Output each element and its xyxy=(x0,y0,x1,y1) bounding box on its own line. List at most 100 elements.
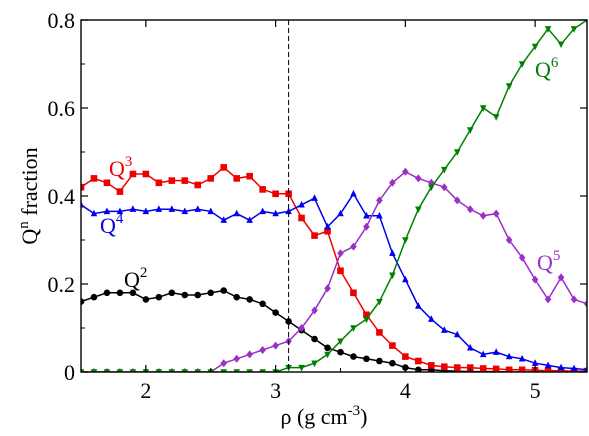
data-point-q2 xyxy=(363,355,370,363)
data-point-q6 xyxy=(363,316,370,324)
series-line-q6 xyxy=(81,20,587,372)
data-point-q4 xyxy=(298,200,305,208)
data-point-q2 xyxy=(81,298,85,305)
data-point-q2 xyxy=(285,318,292,325)
data-point-q4 xyxy=(116,207,124,215)
data-point-q5 xyxy=(246,350,253,359)
data-point-q6 xyxy=(453,149,461,156)
data-point-q4 xyxy=(518,354,526,362)
series-q6 xyxy=(81,20,587,372)
series-label-q3: Q3 xyxy=(109,154,132,181)
data-point-q3 xyxy=(194,181,202,189)
data-point-q2 xyxy=(155,293,163,301)
y-tick-label: 0 xyxy=(64,360,75,385)
data-point-q3 xyxy=(116,188,124,195)
data-point-q5 xyxy=(389,178,396,187)
data-point-q4 xyxy=(337,209,344,217)
data-point-q4 xyxy=(415,302,422,309)
series-label-q6: Q6 xyxy=(535,55,559,82)
data-point-q6 xyxy=(402,237,409,244)
data-point-q4 xyxy=(350,189,357,197)
data-point-q3 xyxy=(90,175,98,182)
data-point-q2 xyxy=(116,289,124,297)
data-point-q5 xyxy=(233,354,240,363)
x-tick-label: 4 xyxy=(400,378,411,403)
data-point-q4 xyxy=(544,361,552,369)
data-point-q4 xyxy=(389,249,396,256)
data-point-q6 xyxy=(415,206,422,214)
data-point-q2 xyxy=(142,296,150,303)
data-point-q3 xyxy=(259,186,266,193)
data-point-q4 xyxy=(207,207,215,215)
data-point-q3 xyxy=(311,232,318,239)
data-point-q6 xyxy=(492,114,500,121)
data-point-q3 xyxy=(181,177,189,184)
data-point-q4 xyxy=(570,364,578,372)
data-point-q5 xyxy=(492,209,500,218)
data-point-q3 xyxy=(389,342,396,349)
data-point-q4 xyxy=(583,365,587,372)
axes-layer: 2 3 4 5 0 0.2 0.4 0.6 0.8 xyxy=(48,8,587,403)
data-point-q2 xyxy=(324,344,331,352)
data-point-q4 xyxy=(492,348,500,355)
data-point-q3 xyxy=(220,164,228,171)
data-point-q3 xyxy=(505,366,513,372)
data-point-q5 xyxy=(363,222,370,231)
series-label-q4: Q4 xyxy=(100,211,124,238)
data-point-q2 xyxy=(389,359,396,367)
data-point-q3 xyxy=(415,357,422,365)
data-point-q5 xyxy=(557,273,565,282)
data-point-q6 xyxy=(337,338,344,346)
data-point-q4 xyxy=(440,326,448,333)
data-point-q3 xyxy=(337,267,344,275)
data-point-q3 xyxy=(479,365,487,372)
data-point-q5 xyxy=(505,236,513,244)
series-label-q5: Q5 xyxy=(537,248,560,275)
data-point-q2 xyxy=(376,357,383,365)
data-point-q5 xyxy=(298,324,305,332)
labels-layer: Q2 Q3 Q4 Q5 Q6 xyxy=(100,55,560,292)
data-point-q5 xyxy=(518,253,526,262)
data-point-q4 xyxy=(142,207,150,215)
y-tick-label: 0.6 xyxy=(48,96,76,121)
data-point-q3 xyxy=(363,311,370,319)
data-point-q2 xyxy=(415,366,422,372)
data-point-q4 xyxy=(402,275,409,283)
data-point-q6 xyxy=(544,26,552,33)
x-tick-label: 5 xyxy=(530,378,541,403)
data-point-q5 xyxy=(544,295,552,304)
data-point-q2 xyxy=(337,348,344,356)
data-point-q5 xyxy=(350,242,357,251)
data-point-q5 xyxy=(311,306,318,315)
data-point-q2 xyxy=(246,296,253,303)
data-point-q6 xyxy=(440,166,448,174)
data-point-q4 xyxy=(81,200,85,208)
data-point-q2 xyxy=(207,289,215,297)
data-point-q3 xyxy=(233,175,240,182)
series-q2 xyxy=(81,287,587,372)
series-line-q4 xyxy=(81,192,587,371)
data-point-q3 xyxy=(376,329,383,336)
series-q3 xyxy=(81,164,587,372)
data-point-q4 xyxy=(376,211,383,219)
data-point-q4 xyxy=(181,207,189,215)
data-point-q3 xyxy=(272,190,279,198)
plot-frame xyxy=(80,19,588,373)
data-point-q2 xyxy=(311,335,318,343)
data-point-q4 xyxy=(246,216,253,223)
data-point-q3 xyxy=(142,170,150,178)
data-point-q6 xyxy=(570,26,578,33)
data-point-q3 xyxy=(518,366,526,372)
data-point-q3 xyxy=(544,367,552,372)
data-point-q3 xyxy=(324,227,331,235)
data-point-q5 xyxy=(479,211,487,220)
data-point-q6 xyxy=(505,83,513,90)
data-point-q4 xyxy=(90,209,98,217)
data-point-q4 xyxy=(363,211,370,219)
data-point-q6 xyxy=(518,61,526,68)
data-point-q5 xyxy=(220,359,228,368)
data-point-q6 xyxy=(298,364,305,372)
data-point-q3 xyxy=(466,364,474,371)
x-tick-label: 2 xyxy=(140,378,151,403)
data-point-q4 xyxy=(466,343,474,351)
